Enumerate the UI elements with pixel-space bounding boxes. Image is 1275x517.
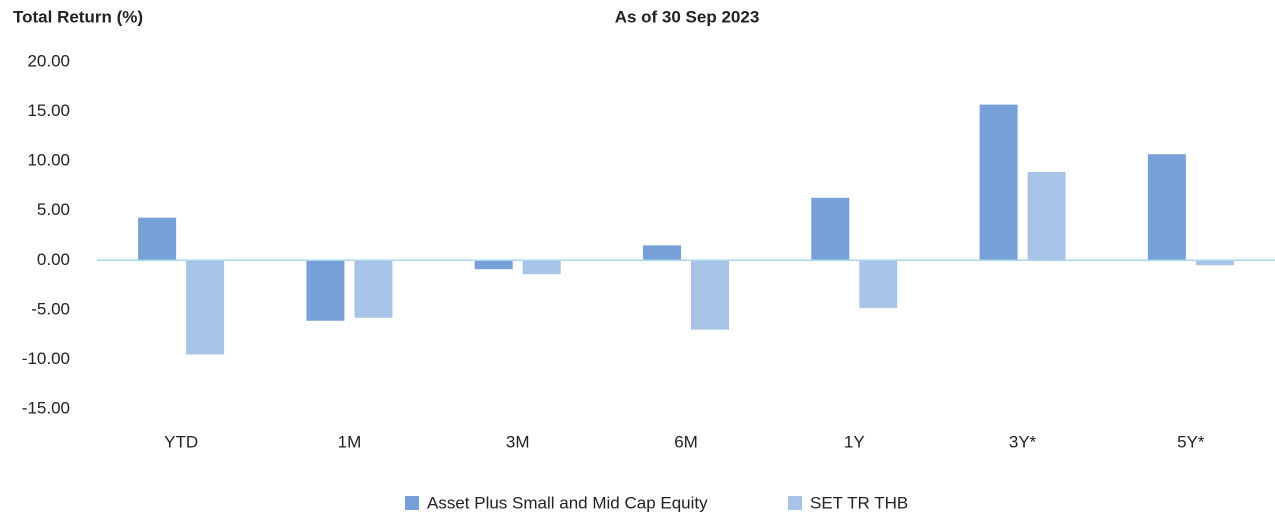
x-tick-label: 5Y* [1177,432,1205,451]
bar [138,217,177,261]
bar [522,260,561,275]
legend-label: SET TR THB [810,493,908,512]
x-tick-label: 3M [506,432,530,451]
bar [979,104,1018,261]
y-tick-label: -10.00 [22,349,70,368]
bar [691,260,729,330]
bar [643,245,681,261]
x-tick-label: 1Y [844,432,865,451]
y-tick-label: 0.00 [37,250,70,269]
x-tick-label: YTD [164,432,198,451]
bar [1027,172,1066,261]
bar [1195,260,1234,266]
bar [186,260,225,355]
chart-title: Total Return (%) [13,7,143,26]
legend-label: Asset Plus Small and Mid Cap Equity [427,493,708,512]
bar [1147,154,1186,261]
legend-swatch [788,496,802,510]
chart-subtitle: As of 30 Sep 2023 [615,7,760,26]
y-tick-label: 5.00 [37,200,70,219]
legend-swatch [405,496,419,510]
x-tick-label: 1M [338,432,362,451]
bar [859,260,898,308]
x-tick-label: 3Y* [1009,432,1037,451]
bar [811,197,850,261]
y-tick-label: 20.00 [27,51,70,70]
bar [474,260,513,270]
bar [306,260,345,321]
y-tick-label: 10.00 [27,151,70,170]
y-tick-label: 15.00 [27,101,70,120]
y-tick-label: -15.00 [22,398,70,417]
y-tick-label: -5.00 [31,299,70,318]
x-tick-label: 6M [674,432,698,451]
bar [354,260,393,318]
